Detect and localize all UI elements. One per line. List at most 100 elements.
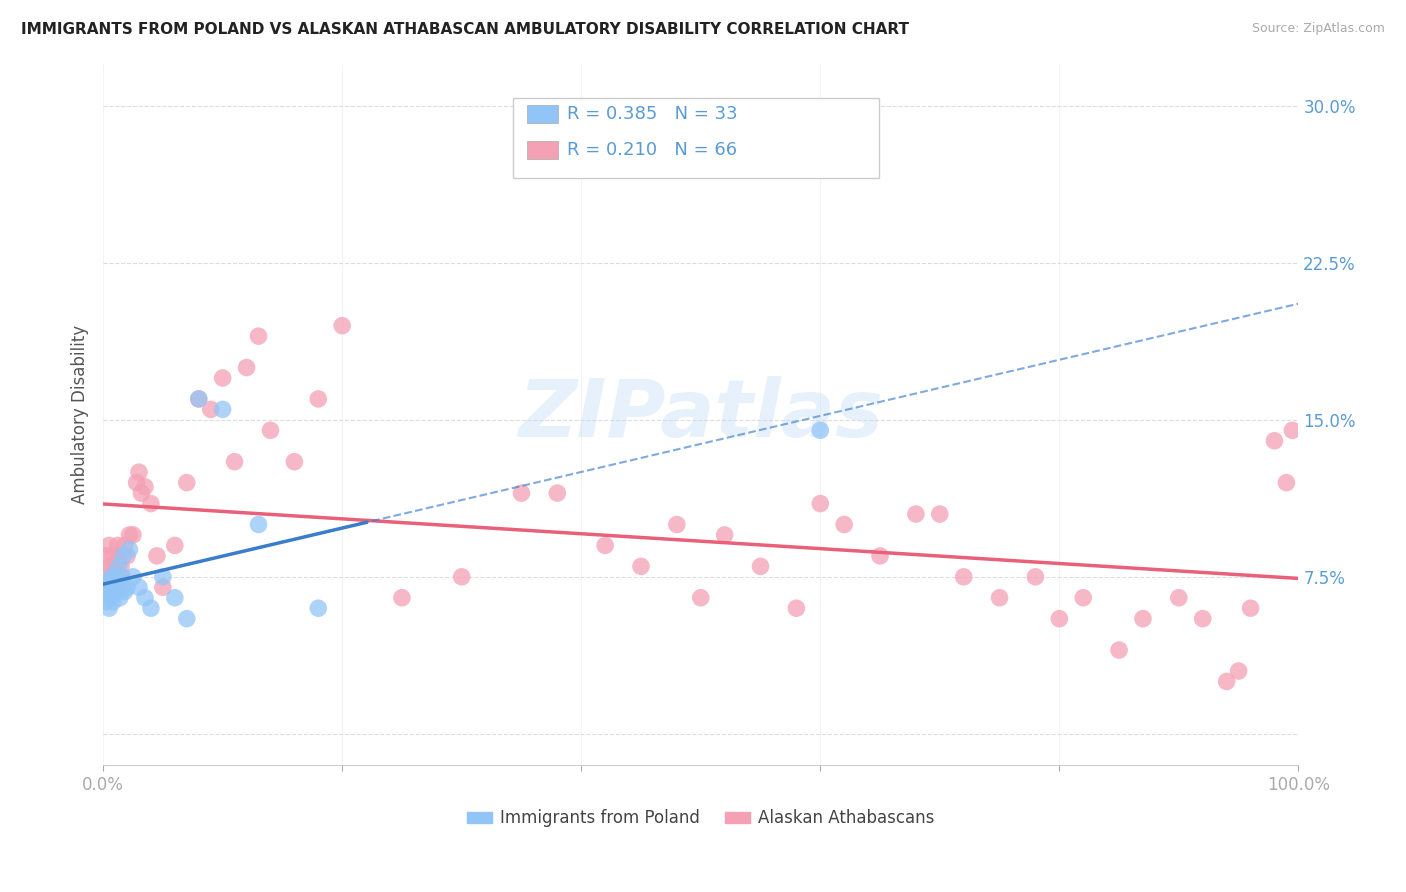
Point (1227, 664, 1250, 678)
Point (114, 538, 136, 552)
Point (114, 584, 136, 599)
Point (1071, 591, 1094, 605)
Point (104, 559, 127, 574)
Point (176, 612, 198, 626)
Point (187, 392, 209, 406)
Point (1191, 612, 1213, 626)
Point (1108, 643, 1130, 657)
Point (1047, 612, 1070, 626)
Point (152, 580, 174, 594)
Point (904, 507, 927, 521)
Point (665, 517, 688, 532)
Point (247, 329, 270, 343)
Point (111, 570, 134, 584)
Point (1132, 612, 1154, 626)
Point (1275, 475, 1298, 490)
Point (94, 595, 117, 609)
Point (235, 360, 257, 375)
Point (869, 549, 891, 563)
Point (713, 528, 735, 542)
Point (111, 580, 134, 594)
Point (928, 507, 950, 521)
Point (107, 576, 129, 591)
Text: ZIPatlas: ZIPatlas (519, 376, 883, 454)
Point (107, 559, 129, 574)
Point (689, 591, 711, 605)
Point (391, 591, 413, 605)
Point (163, 591, 186, 605)
Point (630, 559, 652, 574)
Point (1215, 674, 1237, 689)
Legend: Immigrants from Poland, Alaskan Athabascans: Immigrants from Poland, Alaskan Athabasc… (460, 803, 942, 834)
Point (176, 475, 198, 490)
Point (749, 559, 772, 574)
Point (107, 549, 129, 563)
Point (808, 497, 831, 511)
Point (1167, 591, 1189, 605)
Point (101, 549, 124, 563)
Point (131, 486, 153, 500)
Point (1263, 434, 1285, 448)
Point (307, 392, 329, 406)
Point (128, 465, 150, 479)
Point (94, 549, 117, 563)
Point (139, 601, 162, 615)
Point (224, 455, 246, 469)
Point (211, 371, 233, 385)
Point (118, 542, 141, 557)
Point (832, 517, 855, 532)
Point (211, 402, 233, 417)
Point (134, 480, 156, 494)
Point (1239, 601, 1261, 615)
Point (952, 570, 974, 584)
Point (110, 559, 132, 574)
Point (988, 591, 1011, 605)
Point (97, 576, 120, 591)
Point (98, 580, 121, 594)
Point (104, 570, 127, 584)
Point (1281, 423, 1303, 437)
Point (98, 601, 121, 615)
Point (112, 549, 135, 563)
Point (200, 402, 222, 417)
Point (108, 591, 131, 605)
Point (98, 559, 121, 574)
Point (546, 486, 568, 500)
Point (139, 497, 162, 511)
Point (115, 549, 138, 563)
Point (100, 584, 122, 599)
Point (146, 549, 169, 563)
Text: R = 0.385   N = 33: R = 0.385 N = 33 (567, 105, 737, 123)
Point (593, 538, 616, 552)
Point (96, 584, 118, 599)
Point (125, 475, 148, 490)
Point (247, 517, 270, 532)
Point (307, 601, 329, 615)
Point (163, 538, 186, 552)
Point (808, 423, 831, 437)
Point (98, 538, 121, 552)
Point (510, 486, 533, 500)
Point (283, 455, 305, 469)
Point (118, 528, 141, 542)
Point (330, 318, 353, 333)
Point (115, 580, 138, 594)
Text: R = 0.210   N = 66: R = 0.210 N = 66 (567, 141, 737, 159)
Point (103, 564, 125, 578)
Point (187, 392, 209, 406)
Point (1024, 570, 1046, 584)
Text: Source: ZipAtlas.com: Source: ZipAtlas.com (1251, 22, 1385, 36)
Point (785, 601, 807, 615)
Point (101, 595, 124, 609)
Point (152, 570, 174, 584)
Point (96, 564, 118, 578)
Point (259, 423, 281, 437)
Point (128, 580, 150, 594)
Point (122, 528, 145, 542)
Point (105, 584, 128, 599)
Point (100, 570, 122, 584)
Y-axis label: Ambulatory Disability: Ambulatory Disability (72, 325, 89, 504)
Point (100, 570, 122, 584)
Point (122, 570, 145, 584)
Point (103, 576, 125, 591)
